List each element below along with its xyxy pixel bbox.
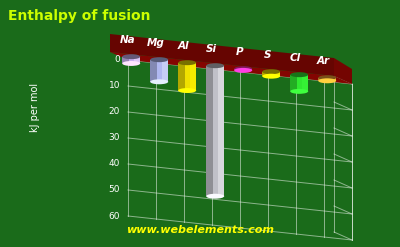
- Ellipse shape: [178, 60, 196, 65]
- Polygon shape: [290, 75, 308, 91]
- Text: 20: 20: [109, 107, 120, 117]
- Polygon shape: [178, 63, 184, 90]
- Ellipse shape: [290, 89, 308, 94]
- Polygon shape: [110, 52, 352, 84]
- Polygon shape: [246, 69, 252, 70]
- Polygon shape: [262, 72, 268, 76]
- Ellipse shape: [318, 78, 336, 83]
- Text: 0: 0: [114, 56, 120, 64]
- Text: 50: 50: [108, 185, 120, 194]
- Text: 40: 40: [109, 160, 120, 168]
- Polygon shape: [318, 78, 336, 81]
- Text: Al: Al: [178, 41, 189, 51]
- Ellipse shape: [206, 194, 224, 199]
- Ellipse shape: [262, 74, 280, 79]
- Ellipse shape: [318, 75, 336, 80]
- Ellipse shape: [122, 61, 140, 66]
- Polygon shape: [122, 57, 140, 63]
- Text: www.webelements.com: www.webelements.com: [126, 225, 274, 235]
- Ellipse shape: [150, 57, 168, 62]
- Polygon shape: [234, 69, 240, 70]
- Polygon shape: [302, 75, 308, 91]
- Polygon shape: [218, 66, 224, 196]
- Polygon shape: [162, 60, 168, 82]
- Polygon shape: [190, 63, 196, 90]
- Text: Mg: Mg: [147, 38, 164, 48]
- Ellipse shape: [206, 63, 224, 68]
- Polygon shape: [178, 63, 196, 90]
- Text: 10: 10: [108, 82, 120, 90]
- Ellipse shape: [122, 54, 140, 59]
- Polygon shape: [206, 66, 212, 196]
- Text: kJ per mol: kJ per mol: [30, 82, 40, 132]
- Ellipse shape: [234, 68, 252, 73]
- Polygon shape: [318, 78, 324, 81]
- Text: 60: 60: [108, 211, 120, 221]
- Polygon shape: [274, 72, 280, 76]
- Polygon shape: [150, 60, 168, 82]
- Polygon shape: [290, 75, 296, 91]
- Text: Enthalpy of fusion: Enthalpy of fusion: [8, 9, 150, 23]
- Text: Cl: Cl: [290, 53, 301, 63]
- Polygon shape: [234, 69, 252, 70]
- Text: S: S: [264, 50, 271, 60]
- Ellipse shape: [234, 66, 252, 71]
- Text: P: P: [236, 47, 244, 57]
- Text: 30: 30: [108, 133, 120, 143]
- Polygon shape: [134, 57, 140, 63]
- Polygon shape: [334, 58, 352, 84]
- Polygon shape: [122, 57, 128, 63]
- Text: Ar: Ar: [317, 56, 330, 66]
- Polygon shape: [330, 78, 336, 81]
- Polygon shape: [110, 34, 334, 76]
- Ellipse shape: [150, 79, 168, 84]
- Text: Si: Si: [206, 44, 217, 54]
- Polygon shape: [262, 72, 280, 76]
- Text: Na: Na: [120, 35, 136, 45]
- Polygon shape: [150, 60, 156, 82]
- Ellipse shape: [290, 72, 308, 77]
- Ellipse shape: [178, 88, 196, 93]
- Ellipse shape: [262, 69, 280, 74]
- Polygon shape: [206, 66, 224, 196]
